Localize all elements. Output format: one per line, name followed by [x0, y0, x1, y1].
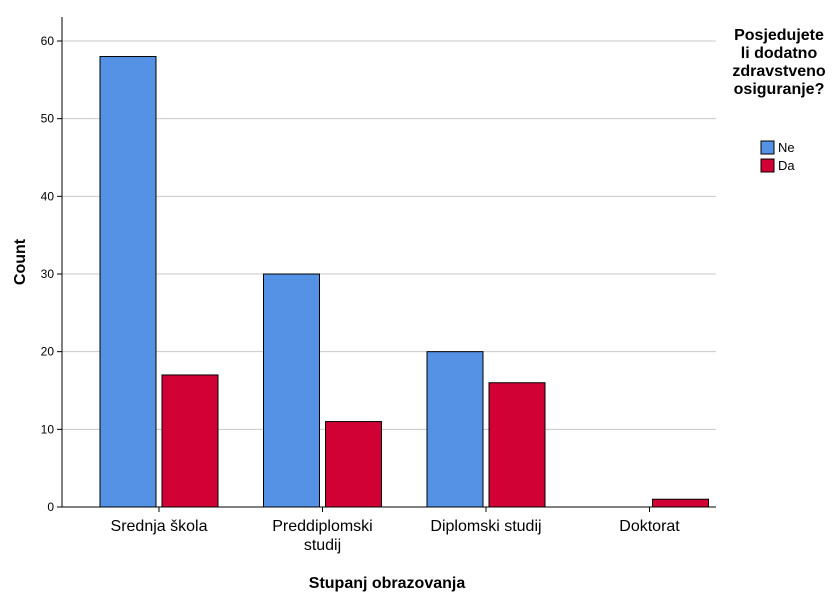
y-tick-label: 10: [41, 422, 55, 436]
y-tick-label: 60: [41, 34, 55, 48]
bar-ne-1: [263, 273, 320, 508]
y-tick-label: 50: [41, 112, 55, 126]
gridlines: [62, 40, 716, 430]
y-tick-label: 0: [47, 500, 54, 514]
legend-swatch-da: [760, 158, 775, 173]
y-tick-label: 20: [41, 345, 55, 359]
x-tick-label: Preddiplomski: [272, 518, 372, 535]
legend-label-ne: Ne: [778, 140, 795, 155]
bar-da-3: [652, 498, 709, 508]
x-tick-label: Srednja škola: [111, 518, 208, 535]
y-tick-label: 40: [41, 189, 55, 203]
x-axis-title: Stupanj obrazovanja: [309, 575, 466, 592]
legend-title: zdravstveno: [732, 63, 826, 80]
x-tick-label: Doktorat: [619, 518, 680, 535]
y-ticks: 0 10 20 30 40 50 60: [41, 34, 62, 514]
axes: [61, 17, 716, 508]
bar-da-2: [488, 382, 546, 508]
x-category-labels: Srednja škola Preddiplomski studij Diplomsk…: [111, 507, 680, 554]
legend-title: Posjedujete: [734, 27, 824, 44]
bars: [99, 56, 709, 508]
bar-da-1: [325, 421, 382, 508]
legend-label-da: Da: [778, 158, 795, 173]
legend-swatch-ne: [760, 140, 775, 155]
x-tick-label: Diplomski studij: [430, 518, 541, 535]
x-tick-label: studij: [304, 537, 341, 554]
bar-da-0: [161, 374, 219, 508]
y-axis-title: Count: [12, 238, 29, 285]
bar-ne-2: [426, 351, 484, 508]
y-tick-label: 30: [41, 267, 55, 281]
legend-title: li dodatno: [741, 45, 818, 62]
bar-ne-0: [99, 56, 157, 508]
legend-title: osiguranje?: [734, 81, 825, 98]
